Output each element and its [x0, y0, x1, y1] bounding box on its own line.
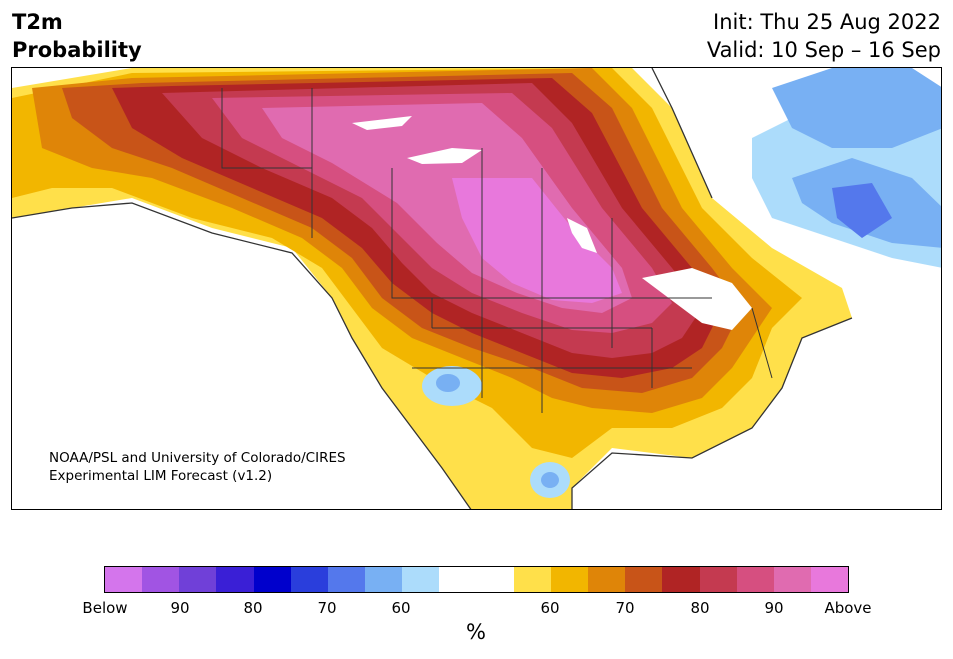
credit-line-1: NOAA/PSL and University of Colorado/CIRE…	[49, 450, 346, 466]
colorbar-tick-label: Above	[824, 599, 872, 617]
great-lakes	[642, 268, 752, 330]
title-line-2: Probability	[12, 38, 142, 62]
colorbar-segment	[216, 567, 254, 592]
colorbar-segment	[179, 567, 217, 592]
colorbar-segment	[699, 567, 737, 592]
lake-winnipeg	[567, 218, 597, 253]
colorbar-tick-label: 70	[317, 599, 337, 617]
colorbar-segment	[736, 567, 774, 592]
colorbar-unit: %	[466, 620, 486, 644]
colorbar-segment	[662, 567, 700, 592]
lake-great-slave	[407, 148, 482, 164]
colorbar-segment	[550, 567, 589, 592]
credit-line-2: Experimental LIM Forecast (v1.2)	[49, 468, 273, 484]
probability-colorbar	[104, 566, 849, 593]
colorbar-tick-label: 60	[540, 599, 560, 617]
colorbar-segment	[476, 567, 514, 592]
init-date: Init: Thu 25 Aug 2022	[713, 10, 941, 34]
colorbar-segment	[513, 567, 551, 592]
colorbar-tick-label: 80	[690, 599, 710, 617]
coastline	[12, 68, 853, 509]
colorbar-tick-label: 70	[615, 599, 635, 617]
forecast-map	[11, 67, 942, 510]
colorbar-segment	[365, 567, 403, 592]
colorbar-segment	[290, 567, 328, 592]
band-blue-mexico	[541, 472, 559, 488]
colorbar-tick-label: 90	[170, 599, 190, 617]
credit-text: NOAA/PSL and University of Colorado/CIRE…	[49, 449, 346, 485]
colorbar-segment	[625, 567, 663, 592]
colorbar-segment	[253, 567, 291, 592]
colorbar-segment	[439, 567, 477, 592]
band-blue-sw	[436, 374, 460, 392]
colorbar-segment	[588, 567, 626, 592]
colorbar-segment	[773, 567, 811, 592]
band-violet	[452, 178, 622, 303]
probability-map-svg	[12, 68, 941, 509]
state-boundaries	[221, 88, 773, 413]
colorbar-segment	[402, 567, 440, 592]
colorbar-tick-label: 80	[243, 599, 263, 617]
colorbar-segment	[327, 567, 366, 592]
map-title: T2m Probability	[12, 8, 142, 64]
colorbar-tick-label: 90	[764, 599, 784, 617]
colorbar-segment	[142, 567, 180, 592]
colorbar-tick-label: 60	[391, 599, 411, 617]
band-blue-northeast	[772, 68, 941, 148]
colorbar-segment	[810, 567, 849, 592]
title-line-1: T2m	[12, 10, 63, 34]
lake-bear	[352, 116, 412, 130]
colorbar-segment	[105, 567, 143, 592]
valid-date: Valid: 10 Sep – 16 Sep	[706, 38, 941, 62]
band-deepblue-east	[832, 183, 892, 238]
forecast-dates: Init: Thu 25 Aug 2022 Valid: 10 Sep – 16…	[707, 8, 941, 64]
colorbar-tick-label: Below	[82, 599, 128, 617]
